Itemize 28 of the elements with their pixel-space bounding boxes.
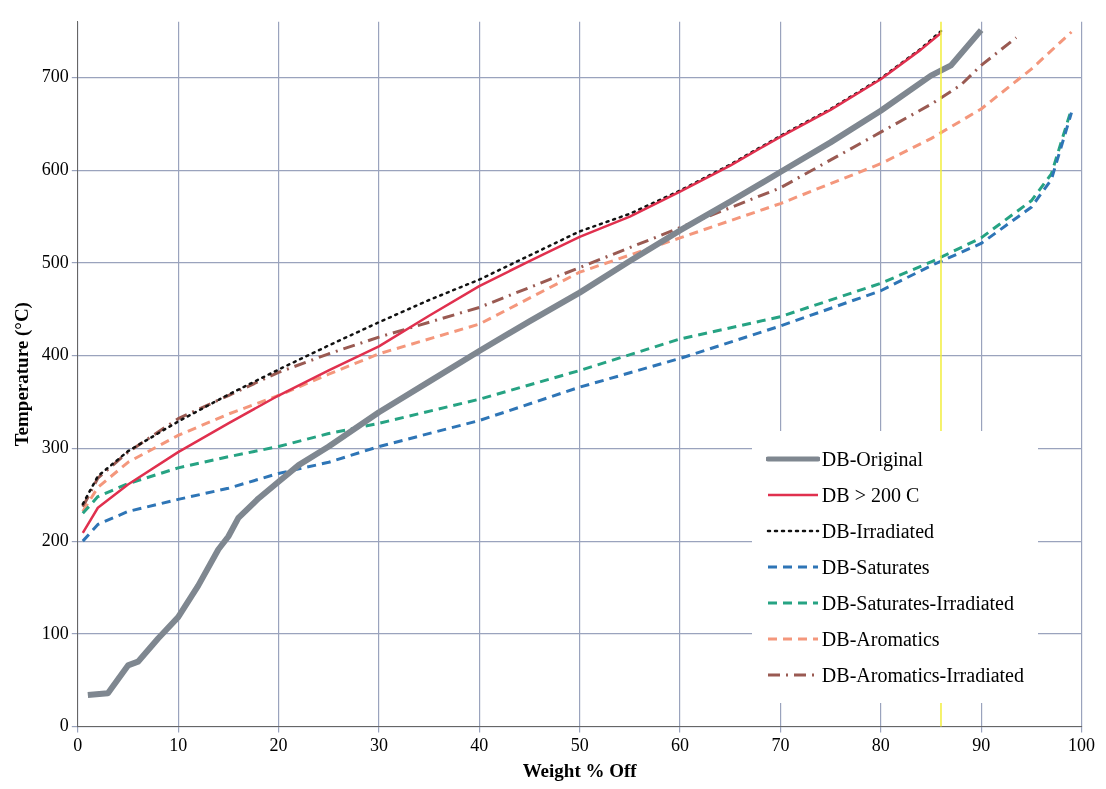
- y-tick-label: 200: [41, 529, 69, 550]
- y-tick-label: 400: [41, 344, 69, 365]
- y-tick-label: 600: [41, 158, 69, 179]
- y-tick-label: 300: [41, 437, 69, 458]
- legend-label: DB > 200 C: [821, 483, 920, 508]
- x-tick-label: 30: [369, 735, 388, 756]
- y-tick-label: 100: [41, 622, 69, 643]
- x-axis-title: Weight % Off: [522, 759, 638, 781]
- legend-label: DB-Irradiated: [821, 519, 935, 544]
- y-tick-label: 0: [59, 715, 69, 736]
- legend-label: DB-Saturates: [821, 555, 930, 580]
- x-tick-label: 20: [269, 735, 288, 756]
- y-tick-label: 700: [41, 66, 69, 87]
- legend-label: DB-Aromatics-Irradiated: [821, 663, 1024, 688]
- x-tick-label: 50: [570, 735, 589, 756]
- x-tick-label: 0: [73, 735, 83, 756]
- x-tick-label: 60: [671, 735, 690, 756]
- x-tick-label: 40: [470, 735, 489, 756]
- legend-label: DB-Aromatics: [821, 627, 940, 652]
- x-tick-label: 80: [871, 735, 890, 756]
- x-tick-label: 90: [972, 735, 991, 756]
- y-tick-label: 500: [41, 251, 69, 272]
- x-tick-label: 100: [1068, 735, 1095, 756]
- y-axis-title: Temperature (°C): [11, 302, 34, 447]
- legend-label: DB-Saturates-Irradiated: [821, 591, 1014, 616]
- x-tick-label: 70: [771, 735, 790, 756]
- legend-label: DB-Original: [821, 447, 923, 473]
- x-tick-label: 10: [169, 735, 188, 756]
